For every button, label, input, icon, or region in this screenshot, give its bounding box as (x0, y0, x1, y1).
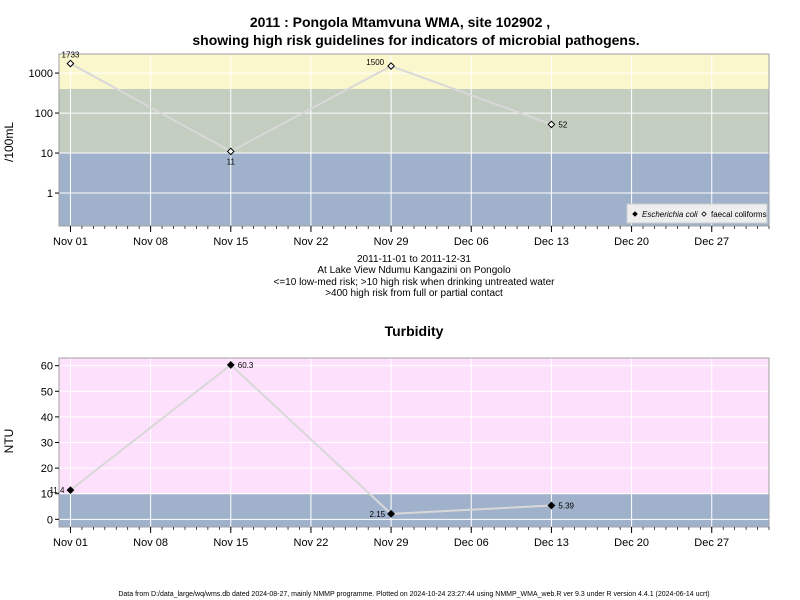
x-tick-label: Dec 27 (694, 236, 729, 248)
risk-guideline-text: <=10 low-med risk; >10 high risk when dr… (274, 277, 556, 288)
x-tick-label: Dec 20 (614, 236, 649, 248)
x-tick-label: Dec 13 (534, 236, 569, 248)
x-tick-label: Nov 15 (213, 537, 248, 549)
data-point (547, 120, 556, 129)
y-tick-label: 30 (41, 438, 53, 450)
site-location-text: At Lake View Ndumu Kangazini on Pongolo (317, 265, 511, 276)
x-tick-label: Nov 15 (213, 236, 248, 248)
data-point (387, 62, 396, 70)
turbidity-y-axis-label: NTU (2, 429, 16, 454)
legend: Escherichia coli faecal coliforms (626, 203, 768, 224)
x-tick-label: Nov 01 (53, 537, 88, 549)
x-tick-label: Nov 01 (53, 236, 88, 248)
legend-marker (632, 211, 638, 217)
contact-risk-text: >400 high risk from full or partial cont… (325, 288, 503, 299)
data-label: 52 (558, 120, 567, 129)
chart-title-line-2: showing high risk guidelines for indicat… (192, 32, 639, 48)
data-point (66, 59, 75, 68)
x-tick-label: Dec 13 (534, 537, 569, 549)
series-line (69, 62, 552, 153)
x-tick-label: Nov 22 (294, 537, 329, 549)
x-tick-label: Nov 29 (374, 236, 409, 248)
legend-label: faecal coliforms (711, 210, 767, 219)
data-label: 2.15 (370, 510, 386, 519)
risk-band (59, 88, 769, 154)
legend-box (626, 203, 768, 224)
risk-band (59, 358, 769, 494)
data-point (387, 509, 396, 518)
data-label: 5.39 (558, 502, 574, 511)
x-tick-label: Dec 06 (454, 537, 489, 549)
x-tick-label: Nov 08 (133, 236, 168, 248)
data-label: 1500 (366, 58, 384, 67)
x-tick-label: Nov 22 (294, 236, 329, 248)
risk-band (59, 493, 769, 527)
data-label: 1733 (62, 51, 80, 60)
y-tick-label: 10 (41, 489, 53, 501)
data-point (226, 361, 235, 369)
date-range-text: 2011-11-01 to 2011-12-31 (357, 254, 471, 265)
y-tick-label: 10 (41, 148, 53, 160)
x-tick-label: Nov 29 (374, 537, 409, 549)
legend-marker (701, 211, 707, 217)
turbidity-plot: 0 10 20 30 40 50 60 Nov 01 Nov 08 Nov 15 Nov 22 Nov… (41, 357, 770, 549)
turbidity-title: Turbidity (385, 323, 444, 339)
series-line (69, 363, 552, 515)
data-label: 60.3 (238, 361, 254, 370)
data-label: 11 (227, 157, 236, 166)
legend-label: Escherichia coli (642, 210, 698, 219)
y-tick-label: 0 (47, 514, 53, 526)
chart-title-line-1: 2011 : Pongola Mtamvuna WMA, site 102902… (250, 14, 550, 30)
y-tick-label: 40 (41, 412, 53, 424)
y-tick-label: 50 (41, 386, 53, 398)
y-tick-label: 100 (35, 108, 53, 120)
microbial-y-axis-label: /100mL (2, 122, 16, 162)
footer-text: Data from D:/data_large/wq/wms.db dated … (118, 591, 709, 598)
y-tick-label: 1 (47, 188, 53, 200)
risk-band (59, 54, 769, 89)
data-label: 11.4 (49, 486, 65, 495)
y-tick-label: 1000 (29, 68, 53, 80)
y-tick-label: 20 (41, 463, 53, 475)
microbial-plot: 1 10 100 1000 Nov 01 Nov 08 Nov 15 Nov 22 Nov 29… (29, 51, 770, 248)
data-point (66, 486, 75, 495)
x-tick-label: Dec 06 (454, 236, 489, 248)
x-tick-label: Dec 20 (614, 537, 649, 549)
x-tick-label: Dec 27 (694, 537, 729, 549)
y-tick-label: 60 (41, 361, 53, 373)
x-tick-label: Nov 08 (133, 537, 168, 549)
data-point (547, 501, 556, 510)
data-point (226, 147, 235, 156)
